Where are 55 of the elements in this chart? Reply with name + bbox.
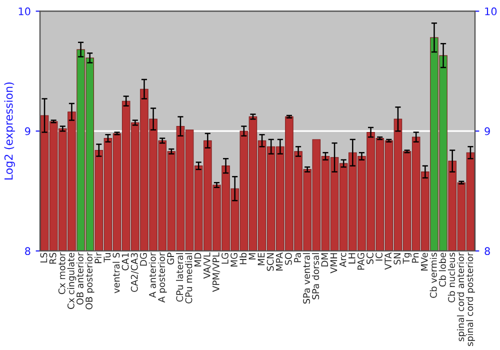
x-tick-label: Pir: [94, 252, 102, 264]
y-tick-label: 10: [18, 7, 30, 16]
y2-tick-label: 10: [485, 7, 497, 16]
x-tick-label: VMH: [330, 253, 338, 274]
x-tick-label: MVe: [421, 252, 428, 271]
x-tick-label: A anterior: [148, 252, 156, 298]
x-tick-label: CPu medial: [185, 253, 192, 304]
x-tick-label: Cx cingulate: [67, 252, 76, 309]
x-tick-label: DG: [140, 253, 147, 266]
x-tick-label: LH: [348, 253, 356, 264]
x-tick-label: Tu: [104, 253, 111, 262]
x-tick-label: DM: [321, 253, 328, 266]
x-tick-label: VA/VL: [204, 252, 212, 279]
x-tick-label: CPu lateral: [176, 253, 184, 302]
y2-tick-label: 9: [484, 127, 490, 136]
x-tick-label: Cb vermis: [430, 252, 437, 298]
x-tick-label: SCN: [266, 253, 274, 271]
x-tick-label: Cx motor: [58, 252, 66, 294]
x-tick-label: SO: [284, 252, 292, 265]
x-tick-label: spinal cord posterior: [466, 252, 475, 346]
x-tick-label: M: [248, 253, 256, 260]
x-tick-label: LG: [222, 253, 228, 264]
y-axis-title: Log2 (expression): [4, 82, 15, 180]
x-tick-label: IC: [376, 252, 383, 261]
x-tick-label: Tg: [402, 253, 412, 264]
x-tick-label: VTA: [384, 252, 392, 270]
x-tick-label: CA1: [122, 253, 129, 270]
x-tick-label: ME: [258, 252, 265, 266]
x-tick-label: SN: [394, 253, 401, 264]
x-tick-label: VPM/VPL: [212, 252, 220, 292]
x-tick-label: RS: [49, 252, 56, 264]
x-tick-label: spinal cord anterior: [456, 252, 466, 342]
x-tick-label: SPa dorsal: [312, 253, 320, 300]
x-tick-label: LS: [40, 252, 48, 262]
x-tick-label: CA2/CA3: [130, 253, 139, 292]
x-tick-label: PAG: [357, 253, 364, 270]
x-tick-label: Cb nucleus: [448, 252, 456, 302]
x-tick-label: MD: [194, 252, 202, 266]
y-tick-label: 8: [25, 247, 30, 256]
x-tick-label: Cb lobe: [438, 252, 446, 287]
x-tick-label: Arc: [339, 252, 346, 268]
x-tick-label: A posterior: [158, 252, 167, 303]
x-tick-label: Hb: [239, 252, 247, 264]
x-tick-label: Pa: [294, 253, 301, 262]
x-tick-label: SC: [366, 252, 374, 264]
x-tick-label: OB anterior: [76, 252, 84, 305]
x-tick-label: OB posterior: [85, 252, 94, 310]
x-tick-label: Pn: [412, 253, 419, 263]
x-tick-label: SPa ventral: [302, 253, 310, 304]
x-tick-label: MPA: [276, 252, 283, 271]
x-tick-label: ventral S: [112, 252, 120, 294]
x-tick-label: GP: [167, 252, 174, 264]
x-tick-label: MG: [230, 253, 238, 266]
y2-tick-label: 8: [484, 247, 490, 256]
y-tick-label: 9: [25, 127, 30, 136]
